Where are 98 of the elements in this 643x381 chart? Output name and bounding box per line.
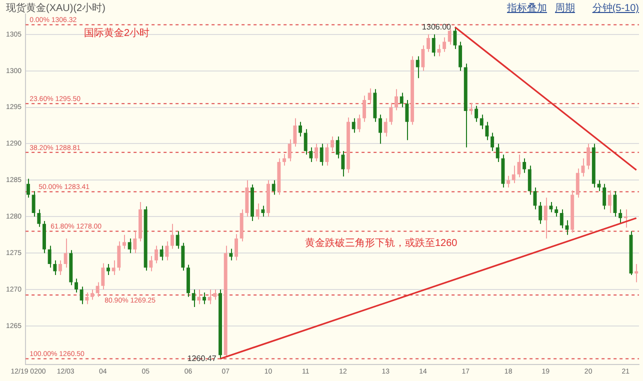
candlestick xyxy=(608,190,612,214)
candlestick xyxy=(325,143,329,166)
candlestick xyxy=(293,118,297,148)
candlestick xyxy=(112,260,116,276)
candlestick xyxy=(197,289,201,305)
candlestick xyxy=(288,138,292,162)
candlestick xyxy=(106,264,110,276)
candlestick xyxy=(512,165,516,184)
candlestick xyxy=(560,208,564,229)
candlestick xyxy=(496,143,500,162)
text: 分钟(5-10) xyxy=(592,2,639,15)
candlestick xyxy=(586,143,590,170)
candlestick xyxy=(538,202,542,224)
candlestick xyxy=(378,114,382,144)
candlestick xyxy=(394,88,398,111)
chart-title: 现货黄金(XAU)(2小时) xyxy=(6,2,106,15)
candlestick xyxy=(448,28,452,46)
candlestick xyxy=(405,100,409,141)
candlestick xyxy=(53,260,57,276)
candlestick xyxy=(437,44,441,57)
candlestick xyxy=(309,146,313,162)
candlestick xyxy=(602,183,606,210)
candlestick xyxy=(160,245,164,261)
candlestick xyxy=(314,143,318,162)
candlestick xyxy=(368,88,372,104)
text: 周期 xyxy=(555,2,575,15)
candlestick xyxy=(213,289,217,300)
candlestick xyxy=(453,26,457,50)
candlestick xyxy=(133,230,137,254)
candlestick xyxy=(74,278,78,293)
candlestick xyxy=(48,245,52,268)
candlestick xyxy=(26,178,30,198)
candlestick xyxy=(416,56,420,79)
candlestick xyxy=(149,255,153,272)
candlestick xyxy=(208,289,212,305)
candlestick xyxy=(554,206,558,218)
candlestick xyxy=(634,264,638,283)
candlestick xyxy=(341,150,345,178)
candlestick xyxy=(432,34,436,57)
candlestick xyxy=(549,202,553,213)
candlestick xyxy=(304,128,308,156)
candlestick xyxy=(298,121,302,137)
candlestick xyxy=(96,282,100,298)
candlestick xyxy=(485,121,489,141)
candlestick xyxy=(469,102,473,116)
candlestick xyxy=(80,286,84,305)
candlestick xyxy=(181,242,185,272)
candlestick xyxy=(517,154,521,178)
candlestick xyxy=(389,102,393,126)
candlestick xyxy=(400,92,404,108)
candlestick xyxy=(170,223,174,250)
candlestick xyxy=(122,234,126,250)
candlestick xyxy=(576,168,580,198)
candlestick xyxy=(202,292,206,305)
candlestick xyxy=(320,143,324,166)
candlestick xyxy=(544,197,548,239)
candlestick xyxy=(362,95,366,122)
candlestick xyxy=(154,245,158,264)
candlestick xyxy=(624,208,628,228)
candlestick xyxy=(176,230,180,250)
candlestick xyxy=(480,114,484,130)
candlestick xyxy=(64,238,68,268)
candlestick xyxy=(352,118,356,134)
candlestick xyxy=(37,208,41,228)
candlestick xyxy=(618,208,622,224)
candlestick xyxy=(165,240,169,261)
candlestick xyxy=(458,41,462,72)
candlestick xyxy=(330,136,334,152)
candlestick xyxy=(474,105,478,122)
candlestick xyxy=(522,158,526,174)
annotation: 1260.47 xyxy=(187,354,217,364)
candlestick xyxy=(336,136,340,159)
annotation: 1306.00 xyxy=(422,22,452,32)
candlestick xyxy=(506,175,510,188)
candlestick xyxy=(272,180,276,196)
candlestick xyxy=(384,118,388,137)
candlestick xyxy=(261,205,265,218)
candlestick xyxy=(192,289,196,308)
candlestick xyxy=(256,203,260,220)
candlestick xyxy=(442,36,446,52)
candlestick xyxy=(357,114,361,133)
candlestick xyxy=(85,292,89,305)
candlestick xyxy=(101,262,105,290)
candlestick xyxy=(58,260,62,276)
candlestick xyxy=(490,132,494,152)
candlestick xyxy=(117,240,121,272)
candlestick xyxy=(128,238,132,254)
candlestick xyxy=(421,44,425,72)
candlestick xyxy=(426,34,430,52)
candlestick xyxy=(229,248,233,261)
candlestick xyxy=(90,289,94,300)
candlestick xyxy=(282,153,286,166)
annotation: 黄金跌破三角形下轨，或跌至1260 xyxy=(305,236,458,250)
candlestick xyxy=(32,190,36,218)
text: 指标叠加 xyxy=(507,2,547,15)
candlestick xyxy=(234,234,238,261)
candlestick xyxy=(528,165,532,196)
annotation: 国际黄金2小时 xyxy=(84,26,150,40)
